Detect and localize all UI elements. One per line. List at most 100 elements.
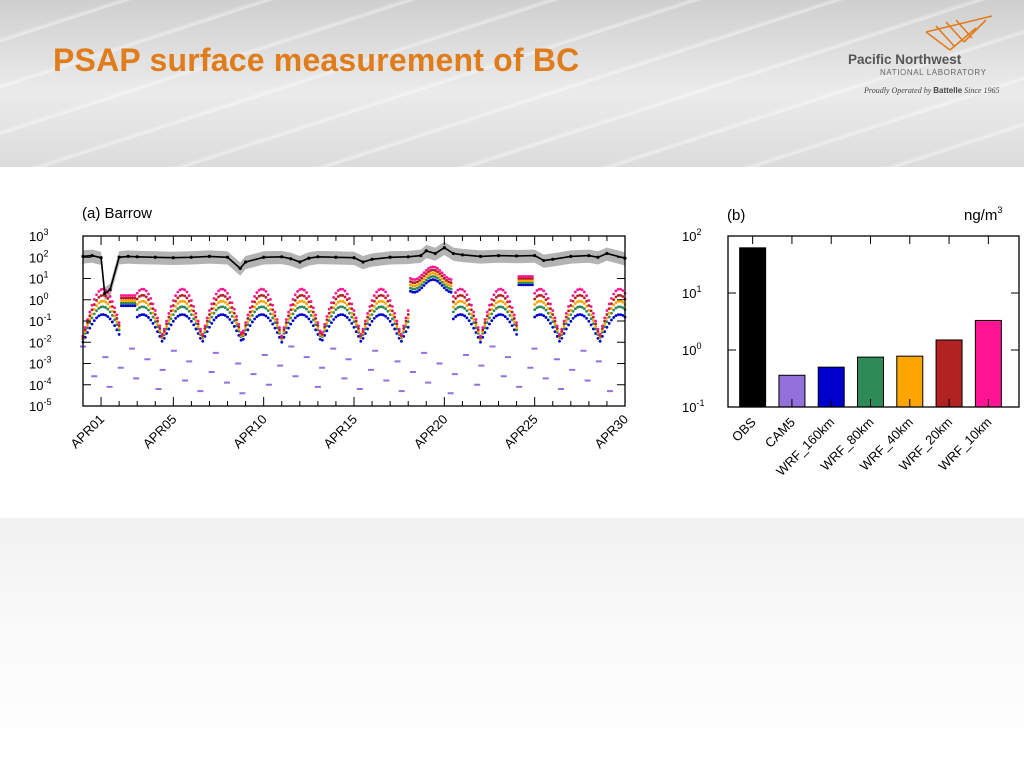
model-point-wrf_40km bbox=[357, 329, 360, 332]
model-point-wrf_160km bbox=[343, 314, 347, 318]
model-point-wrf_10km bbox=[454, 291, 458, 294]
model-point-wrf_10km bbox=[219, 287, 223, 291]
model-point-wrf_10km bbox=[614, 289, 618, 293]
model-point-wrf_80km bbox=[591, 322, 595, 326]
model-point-wrf_40km bbox=[158, 329, 162, 332]
model-point-wrf_80km bbox=[210, 315, 214, 319]
model-point-wrf_10km bbox=[160, 332, 164, 336]
model-point-wrf_40km bbox=[282, 330, 286, 334]
model-point-wrf_10km bbox=[485, 310, 489, 314]
model-point-wrf_40km bbox=[476, 330, 480, 334]
y-tick-label: 100 bbox=[29, 291, 48, 308]
model-point-wrf_10km bbox=[253, 295, 257, 298]
model-point-wrf_10km bbox=[255, 291, 259, 294]
model-point-wrf_20km bbox=[183, 294, 187, 298]
obs-point bbox=[244, 260, 248, 264]
model-point-wrf_80km bbox=[217, 306, 220, 310]
model-point-wrf_20km bbox=[135, 297, 139, 301]
model-point-wrf_160km bbox=[241, 337, 245, 341]
y-tick-label: 10-2 bbox=[29, 333, 51, 350]
model-point-wrf_40km bbox=[350, 311, 354, 315]
model-point-wrf_160km bbox=[560, 336, 564, 340]
model-point-wrf_40km bbox=[492, 304, 496, 308]
model-point-wrf_40km bbox=[517, 279, 521, 283]
y-tick-label-exp: -3 bbox=[43, 355, 51, 365]
model-point-wrf_40km bbox=[461, 300, 464, 303]
model-point-wrf_40km bbox=[232, 315, 236, 319]
model-point-wrf_20km bbox=[104, 294, 107, 298]
model-point-wrf_10km bbox=[418, 275, 421, 279]
model-point-wrf_80km bbox=[546, 311, 550, 315]
model-point-wrf_160km bbox=[553, 330, 557, 334]
model-point-wrf_80km bbox=[235, 324, 238, 328]
model-point-wrf_160km bbox=[483, 331, 487, 334]
model-point-wrf_80km bbox=[106, 307, 110, 311]
model-point-wrf_20km bbox=[90, 308, 94, 312]
model-point-wrf_10km bbox=[352, 309, 356, 312]
model-point-wrf_40km bbox=[221, 299, 225, 303]
model-point-wrf_80km bbox=[440, 280, 444, 284]
y-tick-label-base: 10 bbox=[682, 400, 696, 415]
model-point-wrf_20km bbox=[298, 294, 302, 298]
model-point-wrf_40km bbox=[284, 323, 288, 327]
model-point-wrf_160km bbox=[92, 319, 96, 323]
model-point-wrf_10km bbox=[499, 287, 503, 291]
model-point-wrf_40km bbox=[307, 305, 311, 309]
model-point-wrf_40km bbox=[411, 284, 415, 288]
model-point-wrf_160km bbox=[318, 337, 322, 341]
model-point-wrf_80km bbox=[135, 308, 139, 312]
model-point-wrf_40km bbox=[289, 312, 293, 316]
tagline-pre: Proudly Operated by bbox=[864, 86, 932, 95]
model-point-wrf_10km bbox=[402, 324, 406, 328]
model-point-wrf_40km bbox=[515, 326, 518, 330]
model-point-wrf_80km bbox=[510, 318, 514, 322]
y-tick-label: 10-3 bbox=[29, 355, 51, 372]
model-point-wrf_160km bbox=[607, 321, 611, 325]
model-point-wrf_40km bbox=[226, 303, 229, 306]
model-point-wrf_20km bbox=[494, 295, 498, 299]
model-point-wrf_160km bbox=[291, 319, 295, 323]
model-point-wrf_10km bbox=[386, 294, 390, 297]
model-point-wrf_160km bbox=[549, 321, 552, 325]
model-point-wrf_20km bbox=[472, 314, 476, 318]
model-point-wrf_80km bbox=[603, 325, 607, 329]
model-point-wrf_160km bbox=[345, 316, 349, 319]
model-point-wrf_20km bbox=[569, 304, 573, 307]
y-tick-label-exp: 2 bbox=[696, 227, 701, 237]
model-point-wrf_20km bbox=[284, 321, 288, 324]
model-point-wrf_80km bbox=[526, 281, 530, 285]
model-point-wrf_20km bbox=[517, 277, 521, 280]
model-point-wrf_40km bbox=[133, 299, 137, 302]
model-point-wrf_160km bbox=[262, 313, 266, 317]
model-point-wrf_20km bbox=[612, 298, 616, 302]
model-point-wrf_10km bbox=[470, 303, 473, 307]
model-point-wrf_20km bbox=[260, 293, 263, 297]
model-point-wrf_160km bbox=[147, 316, 150, 319]
model-point-wrf_10km bbox=[558, 332, 561, 336]
model-point-wrf_160km bbox=[183, 313, 187, 317]
model-point-wrf_10km bbox=[429, 265, 433, 269]
model-point-wrf_10km bbox=[553, 316, 557, 320]
model-point-wrf_40km bbox=[447, 283, 451, 287]
model-point-wrf_20km bbox=[219, 294, 223, 297]
model-point-wrf_160km bbox=[524, 283, 528, 287]
model-point-wrf_20km bbox=[388, 304, 392, 307]
model-point-wrf_20km bbox=[167, 315, 171, 319]
model-point-wrf_20km bbox=[92, 303, 96, 306]
model-point-wrf_40km bbox=[483, 323, 487, 327]
model-point-wrf_20km bbox=[610, 302, 613, 306]
model-point-wrf_20km bbox=[461, 294, 464, 298]
x-tick-label: APR25 bbox=[501, 412, 541, 452]
model-point-wrf_20km bbox=[332, 301, 336, 305]
model-point-wrf_10km bbox=[275, 318, 279, 321]
model-point-wrf_160km bbox=[196, 332, 200, 335]
model-point-wrf_10km bbox=[232, 307, 236, 311]
model-point-wrf_10km bbox=[327, 307, 331, 311]
model-point-wrf_80km bbox=[454, 307, 458, 311]
model-point-wrf_10km bbox=[490, 297, 494, 301]
model-point-wrf_40km bbox=[271, 312, 275, 316]
model-point-wrf_10km bbox=[508, 300, 512, 303]
model-point-wrf_10km bbox=[456, 288, 460, 292]
model-point-wrf_20km bbox=[334, 297, 338, 301]
model-point-wrf_20km bbox=[366, 315, 369, 319]
